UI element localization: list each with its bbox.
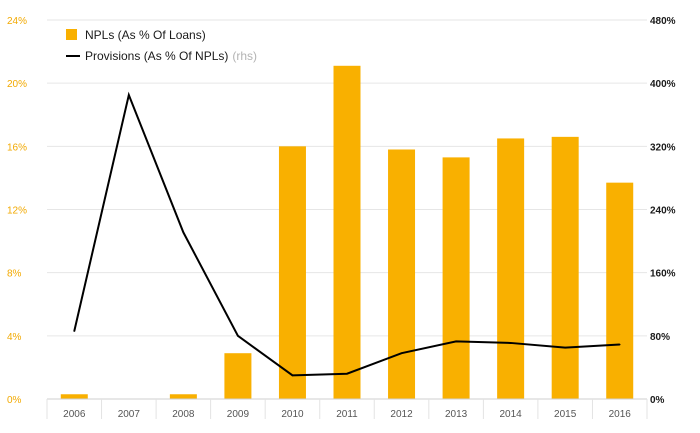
bar-npls-2011 — [333, 65, 361, 399]
point-provisions-2013 — [455, 340, 457, 343]
x-tick-label: 2006 — [63, 409, 86, 420]
point-provisions-2009 — [237, 335, 239, 337]
bar-npls-2016 — [606, 182, 634, 399]
x-tick-label: 2015 — [554, 409, 577, 420]
point-provisions-2007 — [128, 94, 130, 96]
bar-npls-2012 — [388, 149, 416, 399]
x-tick-label: 2012 — [390, 409, 413, 420]
legend-swatch-npls — [66, 29, 77, 40]
y-left-tick-label: 20% — [7, 79, 27, 90]
legend-label-rhs-note: (rhs) — [232, 49, 257, 63]
point-provisions-2008 — [182, 231, 185, 234]
bar-npls-2013 — [442, 157, 470, 399]
x-tick-label: 2013 — [445, 409, 468, 420]
bar-npls-2009 — [224, 353, 252, 399]
point-provisions-2011 — [346, 372, 348, 375]
y-left-tick-label: 4% — [7, 332, 22, 343]
y-right-tick-label: 160% — [650, 269, 676, 280]
point-provisions-2010 — [291, 374, 294, 377]
bar-npls-2014 — [497, 138, 525, 399]
x-tick-label: 2008 — [172, 409, 195, 420]
y-left-tick-label: 12% — [7, 206, 27, 217]
bar-npls-2008 — [169, 394, 197, 399]
y-left-tick-label: 16% — [7, 142, 27, 153]
point-provisions-2015 — [564, 346, 566, 349]
legend: NPLs (As % Of Loans) Provisions (As % Of… — [66, 28, 257, 63]
point-provisions-2012 — [400, 352, 403, 355]
y-right-tick-label: 240% — [650, 206, 676, 217]
y-right-tick-label: 320% — [650, 142, 676, 153]
x-tick-label: 2014 — [500, 409, 523, 420]
x-tick-label: 2010 — [281, 409, 304, 420]
x-tick-label: 2007 — [118, 409, 141, 420]
bar-npls-2015 — [551, 136, 579, 399]
y-left-tick-label: 0% — [7, 395, 22, 406]
y-right-tick-label: 0% — [650, 395, 665, 406]
legend-label-provisions-text: Provisions (As % Of NPLs) — [85, 49, 228, 63]
point-provisions-2014 — [509, 342, 512, 344]
bar-series — [60, 65, 634, 399]
y-left-tick-label: 24% — [7, 16, 27, 27]
axes: 0% 4% 8% 12% 16% 20% 24% 0% 80% 160% 240% 320% 400% 4… — [7, 16, 676, 420]
x-tick-label: 2009 — [227, 409, 250, 420]
bar-npls-2006 — [60, 394, 88, 399]
legend-label-npls: NPLs (As % Of Loans) — [85, 28, 206, 42]
x-tick-label: 2011 — [336, 409, 358, 420]
point-provisions-2016 — [618, 343, 621, 346]
bar-npls-2010 — [278, 146, 306, 399]
y-right-tick-label: 80% — [650, 332, 670, 343]
y-right-tick-label: 480% — [650, 16, 676, 27]
legend-label-provisions: Provisions (As % Of NPLs) (rhs) — [85, 49, 257, 63]
point-provisions-2006 — [73, 330, 76, 332]
x-tick-label: 2016 — [609, 409, 632, 420]
y-left-tick-label: 8% — [7, 269, 22, 280]
y-right-tick-label: 400% — [650, 79, 676, 90]
line-series — [73, 91, 621, 377]
